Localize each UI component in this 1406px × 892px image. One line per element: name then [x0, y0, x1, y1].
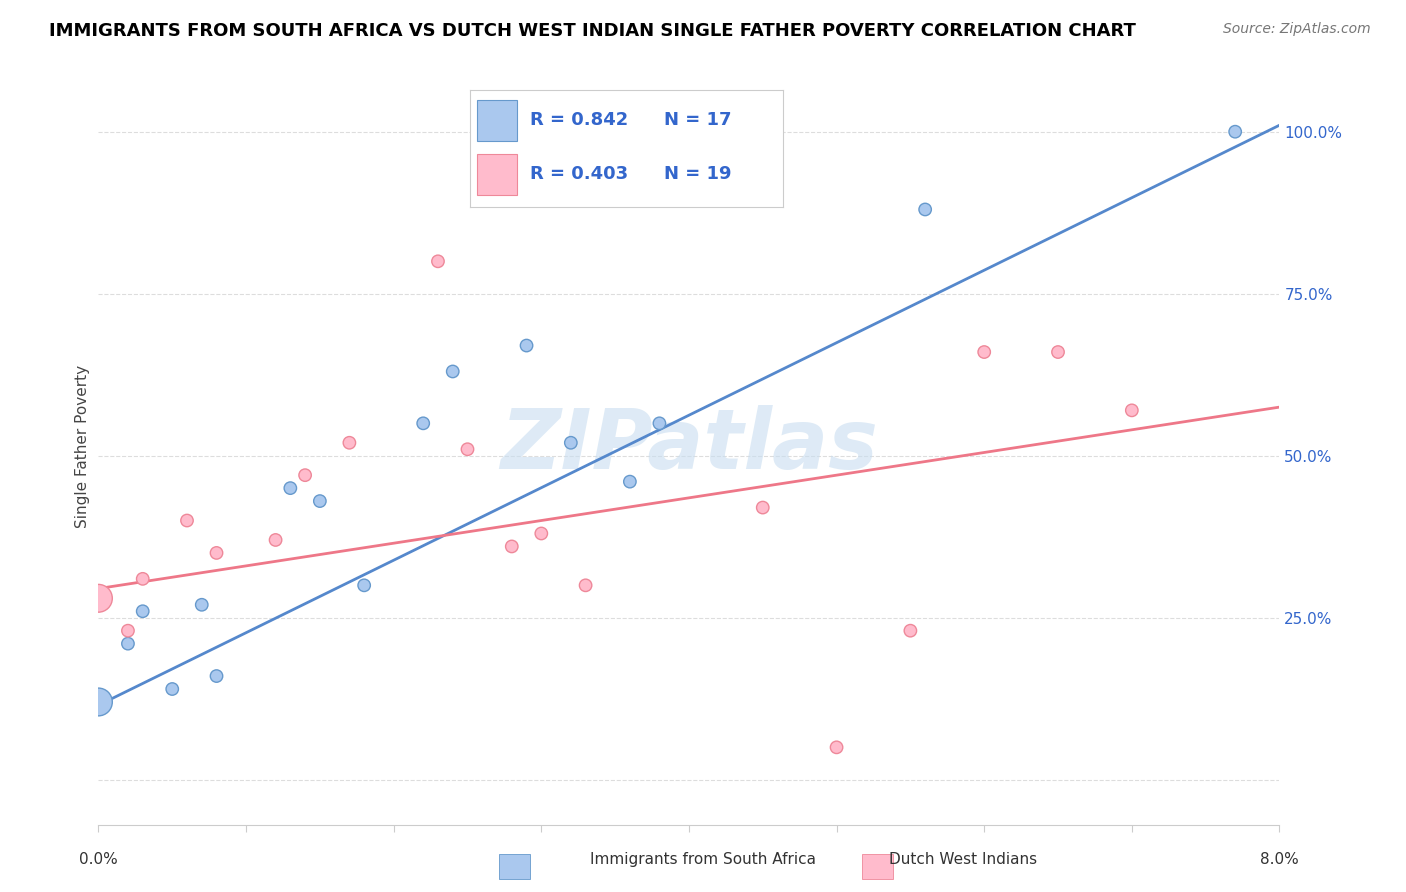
Point — [648, 417, 671, 431]
Point — [117, 624, 139, 638]
Text: ZIPatlas: ZIPatlas — [501, 406, 877, 486]
Point — [1225, 125, 1247, 139]
Point — [264, 533, 287, 547]
Y-axis label: Single Father Poverty: Single Father Poverty — [75, 365, 90, 527]
Point — [441, 364, 464, 378]
Point — [280, 481, 302, 495]
Text: IMMIGRANTS FROM SOUTH AFRICA VS DUTCH WEST INDIAN SINGLE FATHER POVERTY CORRELAT: IMMIGRANTS FROM SOUTH AFRICA VS DUTCH WE… — [49, 22, 1136, 40]
Point — [353, 578, 375, 592]
Point — [339, 435, 361, 450]
Point — [205, 546, 228, 560]
Point — [752, 500, 775, 515]
Point — [619, 475, 641, 489]
Point — [560, 435, 582, 450]
Point — [132, 572, 155, 586]
Point — [825, 740, 848, 755]
Point — [87, 695, 110, 709]
Text: 8.0%: 8.0% — [1260, 852, 1299, 867]
Point — [309, 494, 332, 508]
Point — [457, 442, 479, 457]
Point — [117, 637, 139, 651]
Text: Immigrants from South Africa: Immigrants from South Africa — [591, 852, 815, 867]
Point — [191, 598, 214, 612]
Point — [294, 468, 316, 483]
Point — [973, 345, 995, 359]
Point — [900, 624, 922, 638]
Point — [412, 417, 434, 431]
Text: Dutch West Indians: Dutch West Indians — [889, 852, 1038, 867]
Point — [501, 540, 523, 554]
Point — [1046, 345, 1070, 359]
Point — [1121, 403, 1143, 417]
Text: Source: ZipAtlas.com: Source: ZipAtlas.com — [1223, 22, 1371, 37]
Point — [427, 254, 450, 268]
Point — [575, 578, 598, 592]
Point — [176, 514, 198, 528]
Point — [914, 202, 936, 217]
Point — [132, 604, 155, 618]
Point — [162, 681, 183, 696]
Point — [516, 338, 538, 352]
Point — [87, 591, 110, 606]
Point — [205, 669, 228, 683]
Text: 0.0%: 0.0% — [79, 852, 118, 867]
Point — [530, 526, 553, 541]
